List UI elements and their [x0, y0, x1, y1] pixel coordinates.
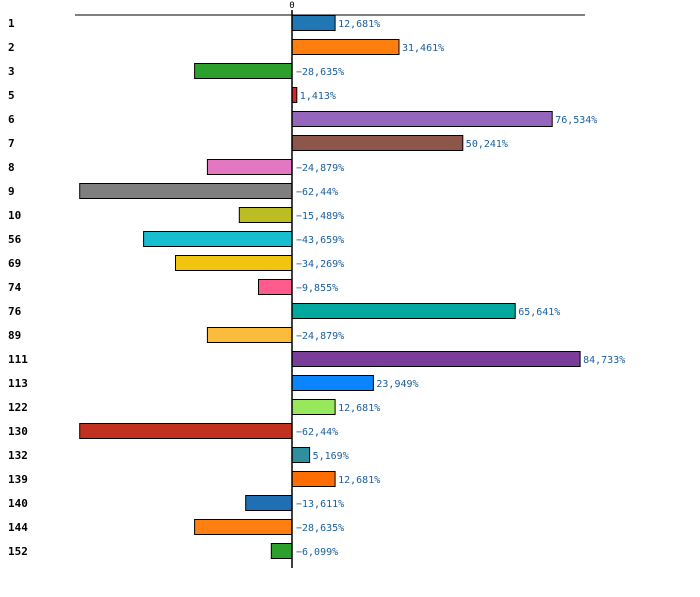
bar-111 — [291, 351, 581, 367]
category-label-122: 122 — [8, 401, 28, 414]
value-label-152: −6,099% — [296, 547, 338, 558]
category-label-152: 152 — [8, 545, 28, 558]
bar-76 — [291, 303, 516, 319]
value-label-130: −62,44% — [296, 427, 338, 438]
bar-7 — [291, 135, 464, 151]
category-label-76: 76 — [8, 305, 22, 318]
category-labels-group: 1235678910566974768911111312213013213914… — [8, 17, 28, 558]
bar-130 — [79, 423, 293, 439]
category-label-56: 56 — [8, 233, 22, 246]
category-label-144: 144 — [8, 521, 28, 534]
category-label-9: 9 — [8, 185, 15, 198]
bar-152 — [270, 543, 293, 559]
value-label-140: −13,611% — [296, 499, 344, 510]
bar-132 — [291, 447, 311, 463]
value-label-122: 12,681% — [338, 403, 380, 414]
bar-69 — [175, 255, 293, 271]
zero-tick-label: 0 — [289, 1, 294, 11]
bar-6 — [291, 111, 553, 127]
value-label-144: −28,635% — [296, 523, 344, 534]
value-labels-group: 12,681% 31,461% −28,635% 1,413% 76,534% 50,24… — [296, 19, 625, 558]
bar-122 — [291, 399, 336, 415]
category-label-139: 139 — [8, 473, 28, 486]
category-label-7: 7 — [8, 137, 15, 150]
value-label-9: −62,44% — [296, 187, 338, 198]
bar-9 — [79, 183, 293, 199]
category-label-69: 69 — [8, 257, 21, 270]
bar-144 — [194, 519, 293, 535]
category-label-5: 5 — [8, 89, 15, 102]
bar-56 — [143, 231, 293, 247]
category-label-132: 132 — [8, 449, 28, 462]
category-label-113: 113 — [8, 377, 28, 390]
value-label-74: −9,855% — [296, 283, 338, 294]
value-label-1: 12,681% — [338, 19, 380, 30]
bar-8 — [206, 159, 293, 175]
value-label-8: −24,879% — [296, 163, 344, 174]
category-label-111: 111 — [8, 353, 28, 366]
category-label-140: 140 — [8, 497, 28, 510]
value-label-7: 50,241% — [466, 139, 508, 150]
bar-74 — [258, 279, 293, 295]
category-label-10: 10 — [8, 209, 21, 222]
bar-3 — [194, 63, 293, 79]
bar-140 — [245, 495, 293, 511]
value-label-2: 31,461% — [402, 43, 444, 54]
value-label-132: 5,169% — [313, 451, 349, 462]
category-label-2: 2 — [8, 41, 15, 54]
value-label-10: −15,489% — [296, 211, 344, 222]
bar-89 — [206, 327, 293, 343]
value-label-111: 84,733% — [583, 355, 625, 366]
value-label-89: −24,879% — [296, 331, 344, 342]
value-label-3: −28,635% — [296, 67, 344, 78]
category-label-6: 6 — [8, 113, 15, 126]
value-label-139: 12,681% — [338, 475, 380, 486]
bar-1 — [291, 15, 336, 31]
bar-2 — [291, 39, 400, 55]
value-label-113: 23,949% — [376, 379, 418, 390]
value-label-76: 65,641% — [518, 307, 560, 318]
category-label-3: 3 — [8, 65, 15, 78]
category-label-8: 8 — [8, 161, 15, 174]
value-label-69: −34,269% — [296, 259, 344, 270]
bar-113 — [291, 375, 374, 391]
value-label-5: 1,413% — [300, 91, 336, 102]
bar-139 — [291, 471, 336, 487]
bar-10 — [238, 207, 293, 223]
category-label-74: 74 — [8, 281, 22, 294]
value-label-6: 76,534% — [555, 115, 597, 126]
category-label-1: 1 — [8, 17, 15, 30]
category-label-130: 130 — [8, 425, 28, 438]
value-label-56: −43,659% — [296, 235, 344, 246]
category-label-89: 89 — [8, 329, 21, 342]
